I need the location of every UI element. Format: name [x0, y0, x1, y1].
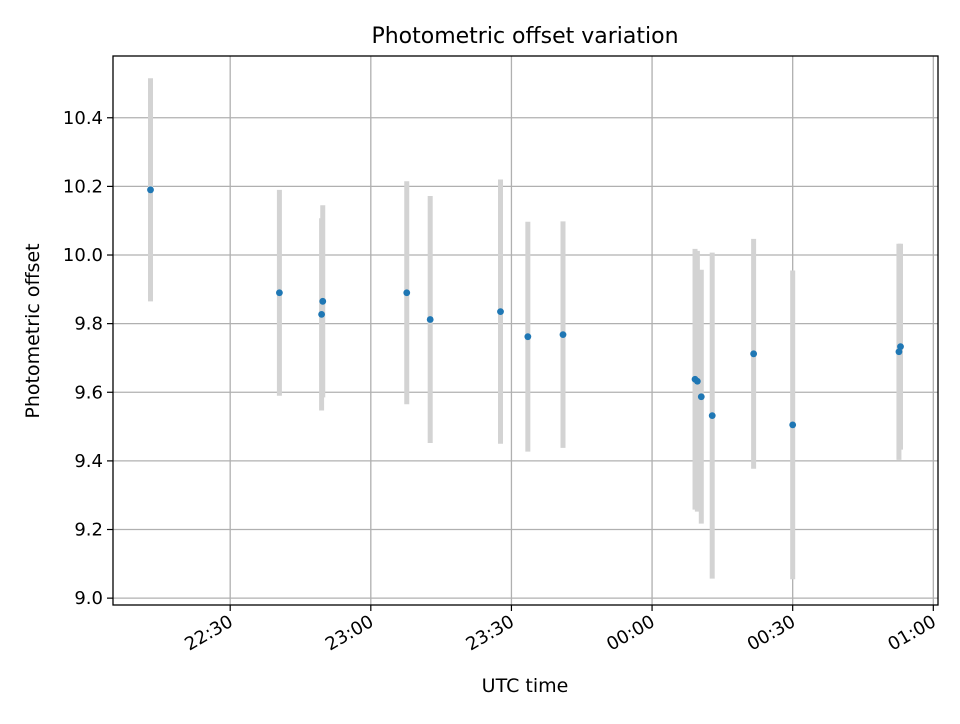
data-point: [708, 412, 716, 419]
data-point: [559, 331, 567, 339]
x-tick-label: 23:00: [322, 611, 377, 655]
data-point: [895, 348, 903, 356]
x-axis-ticks: 22:30 23:00 23:30 00:00 00:30 01:00: [181, 605, 940, 655]
data-point: [426, 316, 434, 323]
y-tick-label: 9.4: [74, 451, 103, 472]
y-tick-label: 9.2: [74, 520, 103, 541]
y-tick-label: 9.6: [74, 382, 103, 403]
data-point: [524, 333, 532, 341]
data-point: [697, 393, 705, 401]
data-point: [147, 186, 154, 194]
y-axis-label: Photometric offset: [22, 243, 44, 418]
error-bars: [148, 78, 903, 580]
chart-title: Photometric offset variation: [371, 24, 678, 49]
y-tick-label: 9.8: [74, 314, 103, 335]
data-point: [897, 343, 904, 351]
x-tick-label: 00:30: [744, 611, 799, 655]
y-axis-ticks: 9.0 9.2 9.4 9.6 9.8 10.0 10.2 10.4: [63, 108, 113, 609]
y-tick-label: 9.0: [74, 588, 103, 609]
data-points: [147, 186, 904, 429]
x-tick-label: 01:00: [884, 611, 939, 655]
data-point: [789, 421, 797, 429]
x-tick-label: 23:30: [463, 611, 518, 655]
x-tick-label: 00:00: [603, 611, 658, 655]
y-tick-label: 10.0: [63, 245, 103, 266]
data-point: [693, 377, 701, 385]
data-point: [318, 310, 325, 318]
plot-frame: [112, 55, 939, 606]
x-tick-label: 22:30: [181, 611, 236, 655]
data-point: [319, 297, 327, 305]
data-point: [403, 289, 411, 297]
y-tick-label: 10.2: [63, 176, 103, 197]
y-tick-label: 10.4: [63, 108, 103, 129]
data-point: [276, 289, 283, 297]
x-axis-label: UTC time: [482, 675, 569, 697]
data-point: [497, 308, 504, 316]
data-point: [750, 350, 758, 358]
